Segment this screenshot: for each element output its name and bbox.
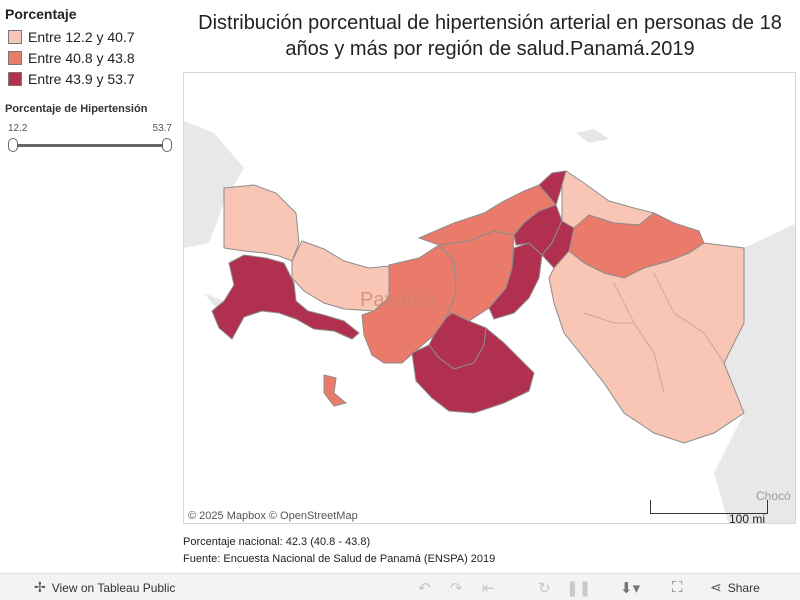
scale-label: 100 mi	[728, 512, 765, 524]
legend-label-mid: Entre 40.8 y 43.8	[28, 49, 135, 66]
view-on-tableau-label: View on Tableau Public	[51, 580, 176, 595]
legend-label-high: Entre 43.9 y 53.7	[28, 70, 135, 87]
range-max-label: 53.7	[152, 123, 172, 134]
legend-swatch-mid	[8, 50, 22, 65]
region-darien[interactable]: Darién	[548, 242, 745, 444]
region-bocas-del-toro[interactable]: Bocas del Toro	[223, 184, 300, 262]
legend-item-high[interactable]: Entre 43.9 y 53.7	[5, 68, 175, 89]
map-country-label: Panama	[360, 289, 435, 311]
map-scale-bar: 100 mi	[650, 500, 768, 523]
view-on-tableau-link[interactable]: ✢ View on Tableau Public	[34, 579, 175, 596]
map-canvas[interactable]: Bocas del Toro Ngäbe Buglé Chiriquí Vera…	[184, 73, 796, 524]
share-button[interactable]: ⋖ Share	[710, 579, 760, 596]
region-los-santos[interactable]: Los Santos	[411, 327, 535, 414]
legend-item-mid[interactable]: Entre 40.8 y 43.8	[5, 47, 175, 68]
legend-item-low[interactable]: Entre 12.2 y 40.7	[5, 26, 175, 47]
share-label: Share	[727, 580, 760, 595]
slider-track	[13, 144, 167, 147]
region-chiriqui[interactable]: Chiriquí	[211, 254, 360, 340]
legend-swatch-high	[8, 71, 22, 86]
map-view[interactable]: Bocas del Toro Ngäbe Buglé Chiriquí Vera…	[183, 72, 796, 524]
pause-icon[interactable]: ❚❚	[566, 580, 592, 597]
revert-icon[interactable]: ⇤	[482, 580, 495, 597]
download-icon[interactable]: ⬇▾	[620, 580, 641, 597]
neighbor-label: Chocó	[756, 489, 791, 503]
range-labels: 12.2 53.7	[5, 123, 175, 134]
range-min-label: 12.2	[8, 123, 28, 134]
slider-handle-min[interactable]	[8, 138, 18, 152]
colombia-land	[704, 223, 795, 523]
page-title: Distribución porcentual de hipertensión …	[198, 12, 782, 60]
legend: Porcentaje Entre 12.2 y 40.7 Entre 40.8 …	[5, 6, 175, 89]
fullscreen-icon[interactable]: ⛶	[672, 579, 683, 596]
national-percentage-note: Porcentaje nacional: 42.3 (40.8 - 43.8)	[183, 536, 371, 548]
legend-title: Porcentaje	[5, 6, 77, 22]
costa-rica-land	[184, 121, 244, 248]
slider-handle-max[interactable]	[162, 138, 172, 152]
range-slider[interactable]	[5, 138, 175, 154]
share-icon: ⋖	[710, 579, 722, 595]
undo-icon[interactable]: ↶	[418, 580, 431, 597]
filter-title: Porcentaje de Hipertensión	[5, 103, 148, 115]
legend-label-low: Entre 12.2 y 40.7	[28, 28, 135, 45]
map-attribution[interactable]: © 2025 Mapbox © OpenStreetMap	[188, 510, 358, 522]
tableau-toolbar: ✢ View on Tableau Public ↶ ↷ ⇤ ↻ ❚❚ ⬇▾ ⛶…	[0, 573, 800, 600]
refresh-icon[interactable]: ↻	[538, 580, 551, 597]
legend-swatch-low	[8, 29, 22, 44]
darien-subdivision-lines	[583, 272, 725, 394]
region-guna-yala[interactable]: Panamá Este	[561, 170, 656, 229]
notes: Porcentaje nacional: 42.3 (40.8 - 43.8) …	[183, 534, 495, 568]
tableau-icon: ✢	[34, 579, 46, 595]
range-filter: Porcentaje de Hipertensión 12.2 53.7	[5, 103, 175, 154]
redo-icon[interactable]: ↷	[450, 580, 463, 597]
source-note: Fuente: Encuesta Nacional de Salud de Pa…	[183, 553, 496, 565]
